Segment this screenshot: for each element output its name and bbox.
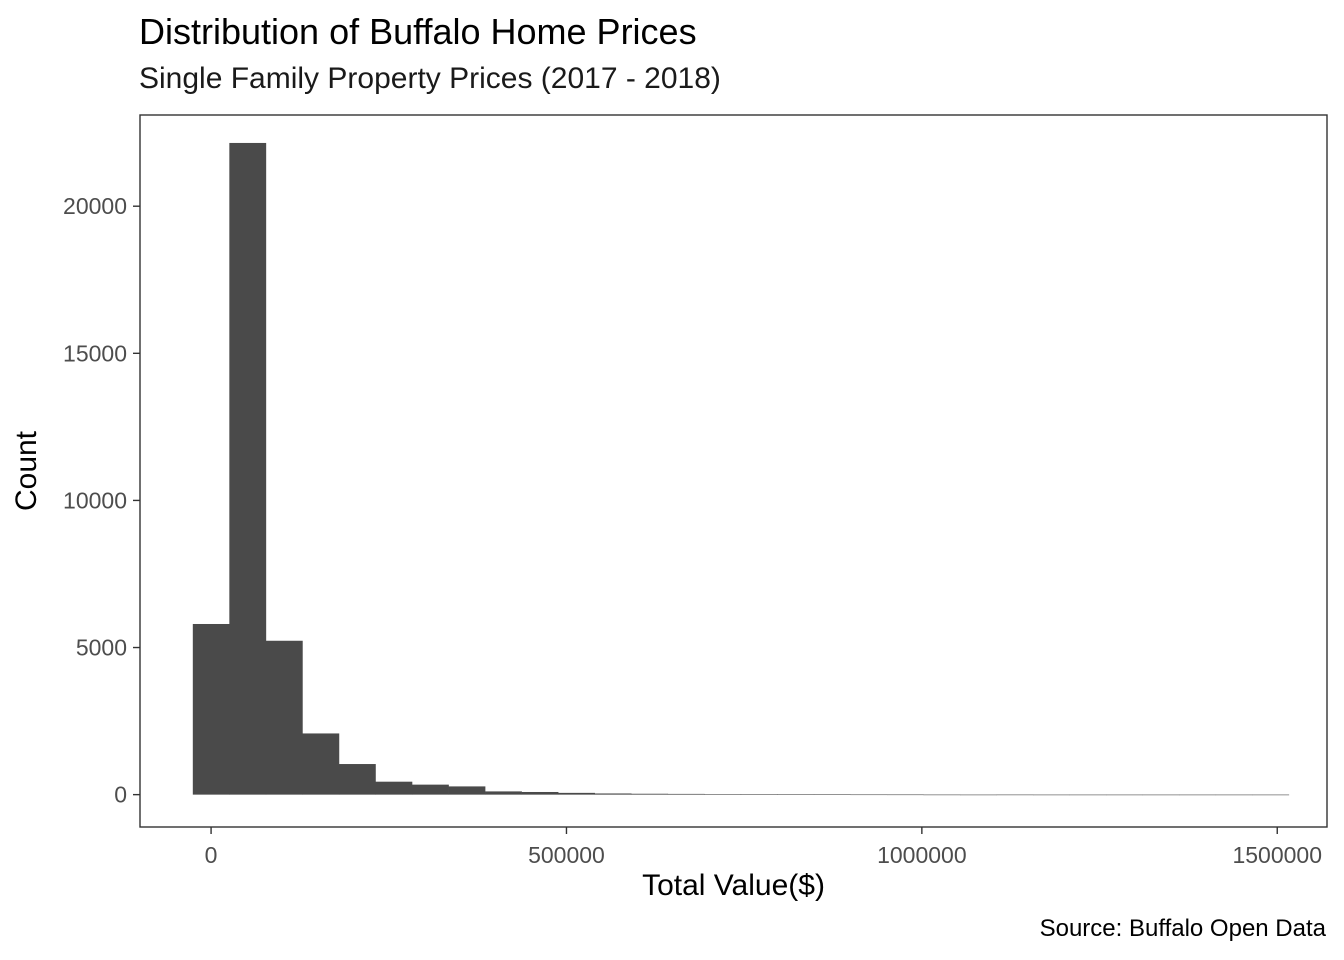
histogram-bar-18 [850, 794, 888, 796]
chart-caption: Source: Buffalo Open Data [1039, 915, 1326, 942]
histogram-bar-11 [594, 793, 632, 795]
histogram-bar-27 [1179, 794, 1217, 796]
histogram-bar-10 [558, 792, 595, 795]
histogram-bar-1 [229, 142, 267, 795]
y-axis-label: Count [10, 430, 43, 512]
histogram-bar-21 [960, 794, 997, 796]
histogram-bar-14 [704, 794, 742, 795]
histogram-bar-17 [813, 794, 851, 795]
histogram-bar-25 [1106, 794, 1143, 796]
y-tick-label: 0 [114, 782, 127, 808]
x-tick-label: 500000 [528, 842, 605, 868]
y-axis: 0 5000 10000 15000 20000 [63, 193, 140, 808]
histogram-bar-2 [265, 640, 303, 795]
x-axis: 0 500000 1000000 1500000 [205, 827, 1322, 868]
histogram-bar-6 [412, 784, 449, 795]
y-tick-label: 5000 [76, 635, 127, 661]
histogram-bar-3 [302, 733, 340, 795]
histogram-bar-15 [740, 794, 778, 795]
histogram-bar-5 [375, 781, 413, 795]
chart-subtitle: Single Family Property Prices (2017 - 20… [139, 62, 721, 95]
y-tick-label: 20000 [63, 193, 127, 219]
histogram-bar-16 [777, 794, 815, 795]
histogram-bar-26 [1142, 794, 1180, 796]
histogram-bar-24 [1069, 794, 1107, 796]
histogram-bar-28 [1215, 794, 1253, 796]
histogram-bar-9 [521, 791, 559, 795]
y-tick-label: 10000 [63, 487, 127, 513]
histogram-bar-0 [192, 623, 230, 795]
histogram-bar-19 [886, 794, 924, 796]
x-tick-label: 0 [205, 842, 218, 868]
bars-group [192, 142, 1290, 796]
histogram-bar-7 [448, 786, 486, 795]
x-tick-label: 1000000 [877, 842, 967, 868]
plot-panel-border [139, 114, 1328, 828]
histogram-bar-22 [996, 794, 1034, 796]
histogram-bar-13 [667, 793, 705, 795]
histogram-bar-23 [1033, 794, 1070, 796]
chart-title: Distribution of Buffalo Home Prices [139, 11, 697, 52]
histogram-bar-20 [923, 794, 961, 796]
histogram-bar-8 [485, 791, 522, 795]
x-tick-label: 1500000 [1232, 842, 1322, 868]
histogram-bar-29 [1252, 794, 1290, 796]
y-tick-label: 15000 [63, 340, 127, 366]
histogram-bar-4 [338, 764, 376, 795]
x-axis-label: Total Value($) [642, 869, 825, 902]
histogram-bar-12 [631, 793, 669, 795]
